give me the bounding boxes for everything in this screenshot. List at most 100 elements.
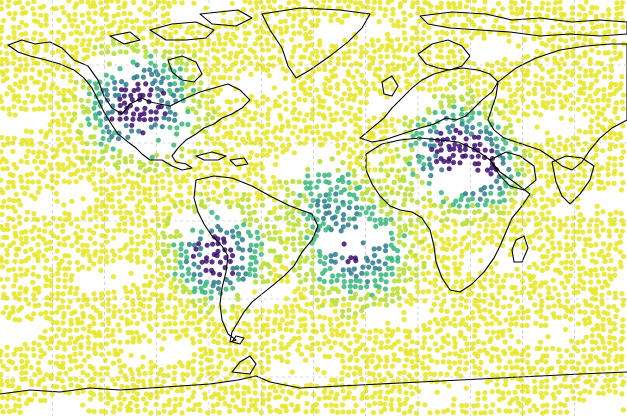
observation-point [508,5,514,11]
observation-point [328,68,335,74]
observation-point [172,117,178,123]
observation-point [178,192,184,198]
observation-point [230,41,236,47]
observation-point [369,358,375,364]
observation-point [614,307,620,313]
observation-point [91,181,97,187]
observation-point [375,288,382,295]
observation-point [444,371,450,377]
observation-point [308,191,314,197]
observation-point [360,3,366,10]
observation-point [440,63,446,69]
observation-point [613,143,619,149]
observation-point [378,340,384,346]
observation-point [599,220,605,226]
observation-point [99,377,105,383]
observation-point [233,54,239,60]
observation-point [353,333,359,339]
observation-point [43,75,49,81]
observation-point [483,125,489,131]
observation-point [475,147,481,153]
observation-point [489,372,496,378]
observation-point [314,124,320,130]
observation-point [155,198,161,204]
observation-point [161,19,167,26]
observation-point [92,296,98,302]
observation-point [168,328,174,334]
observation-point [322,67,328,73]
observation-point [38,354,44,360]
observation-point [266,106,272,112]
observation-point [552,192,558,198]
observation-point [16,67,23,73]
observation-point [401,178,407,184]
observation-point [506,166,512,172]
observation-point [576,283,582,289]
observation-point [414,257,420,264]
observation-point [326,191,332,197]
observation-point [303,91,309,97]
observation-point [156,371,162,377]
observation-point [47,316,53,322]
observation-point [6,179,12,185]
observation-point [443,196,450,202]
observation-point [446,208,452,214]
observation-point [376,246,382,252]
observation-point [130,376,136,382]
observation-point [396,239,403,245]
observation-point [234,310,240,316]
observation-point [452,5,458,11]
observation-point [394,290,400,296]
observation-point [54,198,60,204]
observation-point [451,98,457,104]
observation-point [364,271,370,277]
observation-point [135,259,141,265]
observation-point [35,79,41,85]
observation-point [396,168,402,174]
observation-point [522,222,528,228]
observation-point [389,190,395,196]
observation-point [38,140,44,146]
observation-point [17,56,23,63]
observation-point [36,234,42,240]
observation-point [421,10,427,16]
observation-point [333,110,340,116]
observation-point [202,204,208,210]
observation-point [326,172,332,178]
observation-point [360,313,366,320]
observation-point [489,208,496,214]
observation-point [166,364,172,370]
observation-point [277,48,283,54]
observation-point [198,245,204,252]
observation-point [13,272,19,279]
observation-point [545,81,551,87]
observation-point [62,284,68,290]
observation-point [570,148,576,154]
observation-point [569,365,576,371]
observation-point [54,180,60,186]
observation-point [500,160,506,166]
observation-point [279,184,285,190]
observation-point [242,366,248,372]
observation-point [92,100,98,106]
observation-point [93,203,100,210]
observation-point [11,351,17,357]
observation-point [571,215,577,221]
observation-point [465,315,471,321]
observation-point [215,161,221,168]
observation-point [555,359,562,365]
observation-point [7,84,13,91]
observation-point [285,210,291,217]
observation-point [60,320,66,326]
observation-point [75,335,81,342]
observation-point [158,282,164,288]
observation-point [441,298,447,305]
observation-point [320,215,327,222]
observation-point [257,359,264,365]
observation-point [11,198,17,204]
observation-point [221,134,227,140]
observation-point [390,61,396,67]
observation-point [28,171,35,177]
observation-point [489,63,495,69]
observation-point [283,106,289,112]
